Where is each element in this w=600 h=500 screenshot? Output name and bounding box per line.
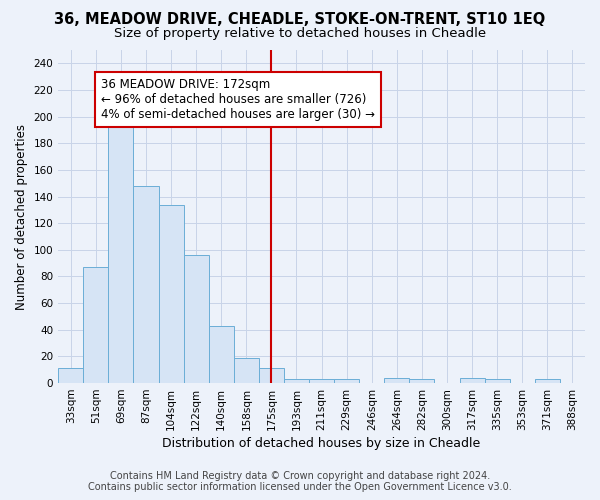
Bar	[334, 379, 359, 383]
Bar	[158, 204, 184, 383]
Text: Contains HM Land Registry data © Crown copyright and database right 2024.
Contai: Contains HM Land Registry data © Crown c…	[88, 471, 512, 492]
Bar	[234, 358, 259, 383]
Bar	[485, 379, 510, 383]
Bar	[259, 368, 284, 383]
Y-axis label: Number of detached properties: Number of detached properties	[15, 124, 28, 310]
Bar	[184, 255, 209, 383]
Bar	[58, 368, 83, 383]
Bar	[83, 267, 109, 383]
Bar	[133, 186, 158, 383]
Text: 36 MEADOW DRIVE: 172sqm
← 96% of detached houses are smaller (726)
4% of semi-de: 36 MEADOW DRIVE: 172sqm ← 96% of detache…	[101, 78, 375, 121]
Bar	[409, 379, 434, 383]
Bar	[385, 378, 409, 383]
Bar	[309, 379, 334, 383]
Bar	[535, 379, 560, 383]
Text: Size of property relative to detached houses in Cheadle: Size of property relative to detached ho…	[114, 28, 486, 40]
Bar	[209, 326, 234, 383]
X-axis label: Distribution of detached houses by size in Cheadle: Distribution of detached houses by size …	[163, 437, 481, 450]
Bar	[460, 378, 485, 383]
Bar	[109, 124, 133, 383]
Text: 36, MEADOW DRIVE, CHEADLE, STOKE-ON-TRENT, ST10 1EQ: 36, MEADOW DRIVE, CHEADLE, STOKE-ON-TREN…	[55, 12, 545, 28]
Bar	[284, 379, 309, 383]
